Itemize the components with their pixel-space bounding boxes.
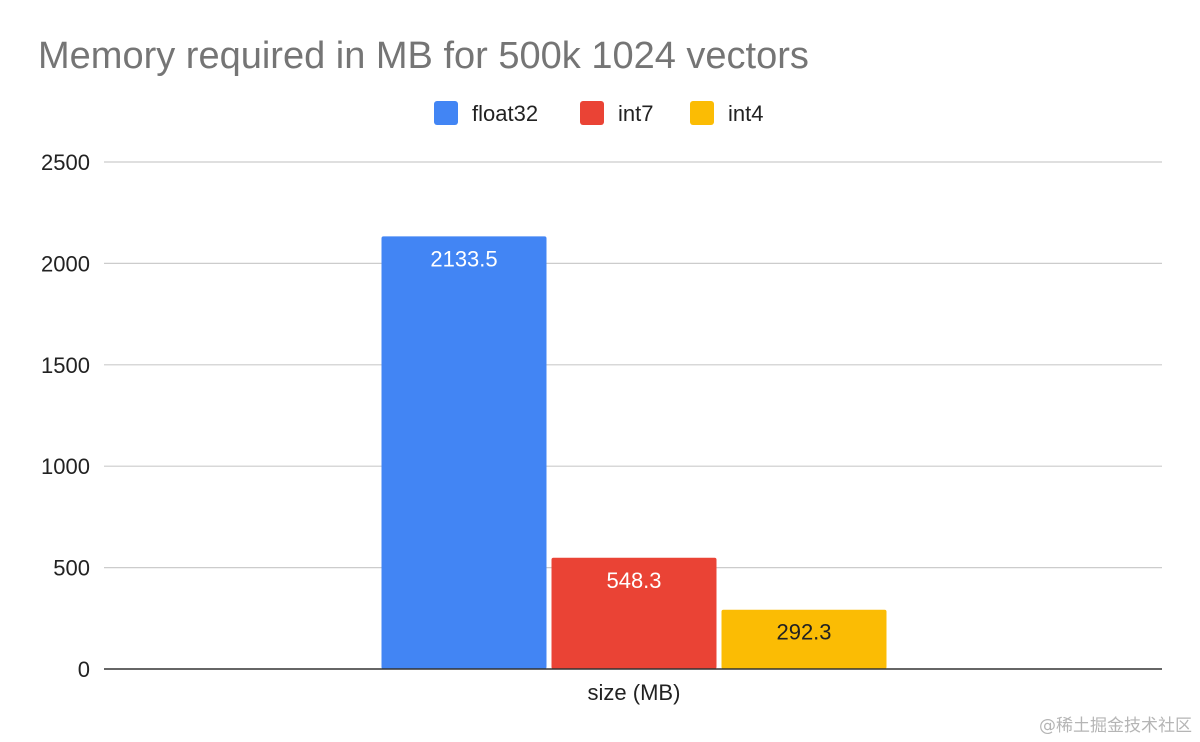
data-label-int4: 292.3	[776, 620, 831, 645]
legend-label-int7: int7	[618, 101, 653, 126]
y-tick-label: 1000	[41, 454, 90, 479]
legend-label-int4: int4	[728, 101, 763, 126]
y-tick-label: 1500	[41, 353, 90, 378]
gridlines	[104, 161, 1162, 569]
bar-data-labels: 2133.5 548.3 292.3	[430, 246, 831, 644]
legend-label-float32: float32	[472, 101, 538, 126]
bar-float32	[381, 236, 547, 669]
legend: float32 int7 int4	[434, 101, 763, 126]
bar-int4	[721, 609, 887, 669]
bars	[381, 236, 887, 669]
chart-title: Memory required in MB for 500k 1024 vect…	[38, 35, 809, 77]
watermark: @稀土掘金技术社区	[1039, 716, 1192, 736]
data-label-int7: 548.3	[606, 568, 661, 593]
y-tick-label: 2500	[41, 150, 90, 175]
x-axis-categories: size (MB)	[588, 680, 681, 705]
y-axis-ticks: 0 500 1000 1500 2000 2500	[41, 150, 90, 682]
data-label-float32: 2133.5	[430, 246, 497, 271]
legend-swatch-int4	[690, 101, 714, 125]
y-tick-label: 0	[78, 657, 90, 682]
x-category-label: size (MB)	[588, 680, 681, 705]
bar-int7	[551, 557, 717, 669]
legend-item-int4: int4	[690, 101, 763, 126]
legend-item-float32: float32	[434, 101, 538, 126]
y-tick-label: 500	[53, 556, 90, 581]
legend-swatch-float32	[434, 101, 458, 125]
legend-item-int7: int7	[580, 101, 653, 126]
y-tick-label: 2000	[41, 251, 90, 276]
legend-swatch-int7	[580, 101, 604, 125]
